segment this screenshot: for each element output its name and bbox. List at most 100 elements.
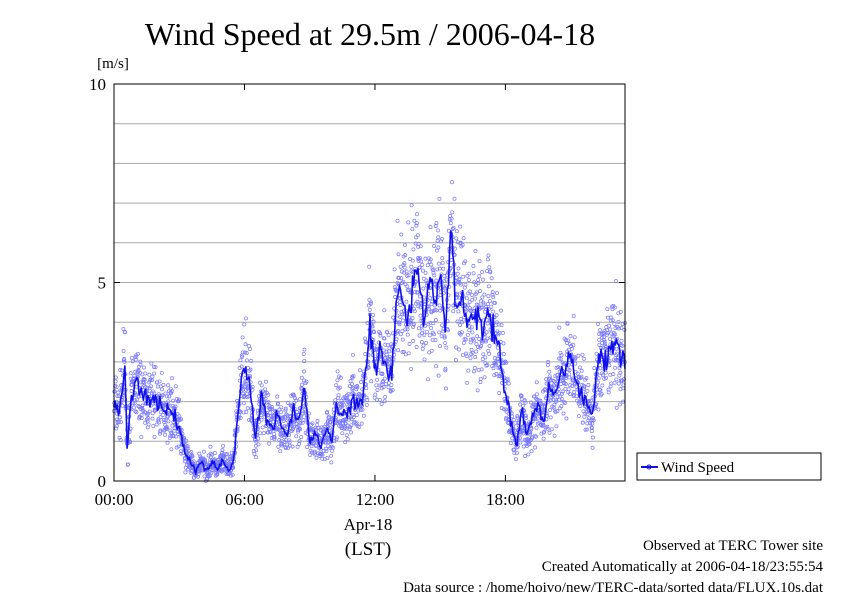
scatter-point (244, 351, 249, 356)
scatter-point (323, 446, 328, 451)
scatter-point (467, 289, 472, 294)
x-tick-label-6: 06:00 (225, 490, 264, 509)
scatter-point (607, 336, 612, 341)
scatter-point (118, 438, 123, 442)
scatter-point (579, 368, 584, 373)
scatter-point (371, 337, 376, 342)
scatter-point (467, 271, 472, 276)
scatter-point (415, 290, 420, 295)
scatter-point (364, 395, 369, 400)
scatter-point (349, 382, 354, 387)
scatter-point (515, 414, 520, 419)
scatter-point (243, 316, 248, 321)
scatter-point (591, 418, 596, 423)
scatter-point (558, 382, 563, 386)
scatter-point (481, 352, 486, 357)
scatter-point (494, 362, 498, 367)
scatter-point (254, 455, 258, 460)
scatter-point (282, 424, 287, 429)
scatter-point (440, 236, 444, 241)
scatter-point (417, 265, 422, 270)
scatter-point (397, 322, 402, 327)
scatter-point (373, 392, 378, 397)
scatter-point (299, 375, 304, 380)
scatter-point (128, 371, 133, 376)
scatter-point (617, 366, 622, 370)
scatter-point (612, 380, 617, 385)
scatter-point (354, 420, 359, 425)
scatter-point (512, 451, 517, 456)
scatter-point (553, 373, 558, 378)
scatter-point (395, 329, 400, 333)
scatter-point (465, 380, 470, 385)
scatter-point (455, 271, 460, 276)
scatter-point (425, 263, 430, 268)
scatter-point (619, 338, 624, 343)
scatter-point (141, 365, 146, 370)
scatter-point (283, 408, 288, 413)
scatter-point (167, 394, 172, 399)
axis-ticks: 0 5 10 00:00 06:00 12:00 18:00 (89, 75, 625, 509)
scatter-point (608, 384, 613, 389)
scatter-point (547, 408, 552, 413)
scatter-point (167, 435, 172, 440)
scatter-point (481, 300, 486, 305)
scatter-point (458, 224, 463, 229)
scatter-point (404, 299, 409, 304)
scatter-point (208, 444, 213, 449)
scatter-point (460, 242, 465, 247)
scatter-point (272, 436, 277, 441)
scatter-point (351, 415, 356, 420)
scatter-point (622, 327, 627, 332)
scatter-point (406, 220, 411, 225)
scatter-point (510, 414, 515, 419)
scatter-point (533, 417, 538, 422)
scatter-point (524, 431, 529, 436)
scatter-point (622, 377, 626, 382)
scatter-point (448, 221, 453, 226)
scatter-point (575, 398, 580, 403)
scatter-point (122, 359, 127, 364)
scatter-point (378, 333, 383, 338)
scatter-point (559, 404, 564, 409)
scatter-point (224, 452, 229, 457)
scatter-point (402, 265, 407, 270)
scatter-point (543, 386, 548, 391)
scatter-point (477, 337, 482, 341)
scatter-point (133, 355, 138, 359)
scatter-point (185, 444, 190, 449)
scatter-point (590, 426, 594, 431)
scatter-point (471, 338, 476, 343)
scatter-point (534, 425, 539, 430)
scatter-point (473, 249, 478, 254)
scatter-point (588, 421, 593, 426)
scatter-point (367, 307, 372, 312)
scatter-point (414, 345, 419, 349)
scatter-point (435, 267, 440, 272)
scatter-point (488, 270, 493, 275)
scatter-point (602, 341, 607, 346)
scatter-point (115, 393, 120, 398)
scatter-point (545, 426, 550, 431)
scatter-point (548, 415, 553, 420)
scatter-point (609, 381, 614, 386)
scatter-point (152, 434, 157, 439)
scatter-point (117, 415, 122, 420)
x-axis-date-label: Apr-18 (344, 515, 393, 534)
scatter-point (290, 444, 295, 449)
scatter-point (161, 382, 166, 387)
scatter-point (147, 392, 152, 396)
scatter-point (480, 270, 485, 275)
scatter-point (382, 399, 387, 404)
scatter-point (541, 436, 546, 441)
scatter-point (425, 329, 429, 334)
scatter-point (499, 323, 504, 328)
scatter-point (190, 454, 195, 459)
scatter-point (239, 364, 244, 369)
y-axis-unit: [m/s] (97, 56, 129, 72)
scatter-point (363, 336, 368, 341)
scatter-point (442, 335, 447, 340)
scatter-point (613, 332, 618, 337)
scatter-point (345, 423, 350, 428)
scatter-point (493, 300, 497, 305)
